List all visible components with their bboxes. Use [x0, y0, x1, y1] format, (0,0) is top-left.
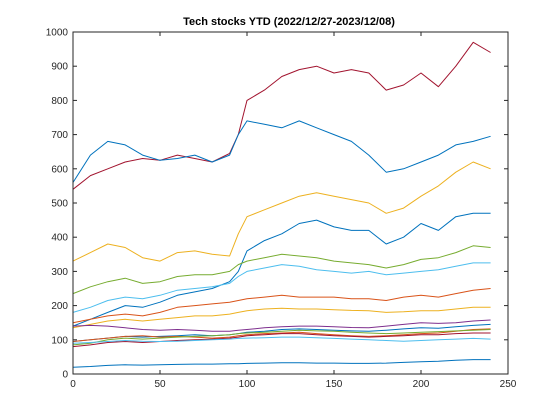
series-line-9 — [72, 319, 491, 332]
plot-area-frame — [72, 31, 509, 375]
y-axis: 0 100 200 300 400 500 600 700 800 900 1000 — [46, 28, 508, 381]
y-tick-label: 300 — [51, 267, 68, 278]
chart-title: Tech stocks YTD (2022/12/27-2023/12/08) — [183, 16, 395, 28]
y-tick-label: 1000 — [46, 28, 69, 39]
series-line-7 — [72, 288, 491, 324]
y-tick-label: 200 — [51, 301, 68, 312]
series-line-3 — [72, 161, 491, 262]
series-line-10 — [72, 323, 491, 342]
x-tick-label: 150 — [326, 379, 343, 390]
series-line-14 — [72, 336, 491, 344]
x-axis: 0 50 100 150 200 250 — [70, 32, 517, 390]
series-line-15 — [72, 359, 491, 368]
y-tick-label: 900 — [51, 62, 68, 73]
y-tick-label: 800 — [51, 96, 68, 107]
series-line-4 — [72, 212, 491, 327]
series-line-5 — [72, 245, 491, 295]
y-tick-label: 600 — [51, 164, 68, 175]
series-line-1 — [72, 41, 491, 190]
x-tick-label: 200 — [413, 379, 430, 390]
y-tick-label: 500 — [51, 199, 68, 210]
series-line-8 — [72, 306, 491, 329]
series-line-2 — [72, 120, 491, 183]
series-line-12 — [72, 329, 491, 346]
x-tick-label: 0 — [70, 379, 76, 390]
series-layer — [72, 41, 491, 368]
y-tick-label: 700 — [51, 130, 68, 141]
series-line-6 — [72, 262, 491, 313]
series-line-11 — [72, 328, 491, 342]
y-tick-label: 400 — [51, 233, 68, 244]
x-tick-label: 100 — [239, 379, 256, 390]
y-tick-label: 0 — [62, 370, 68, 381]
x-tick-label: 50 — [154, 379, 166, 390]
x-tick-label: 250 — [500, 379, 517, 390]
y-tick-label: 100 — [51, 335, 68, 346]
series-line-13 — [72, 332, 491, 348]
